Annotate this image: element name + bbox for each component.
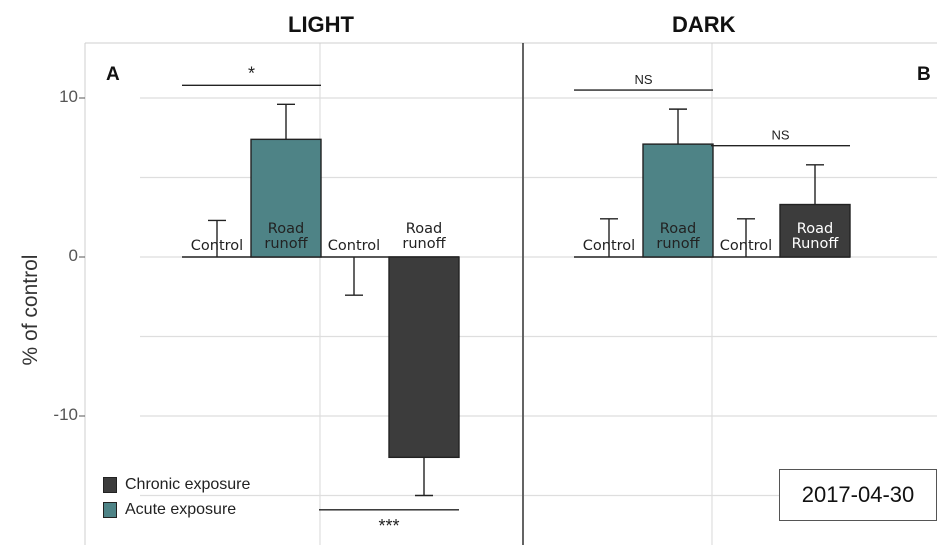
bar-category-label: Control [191, 238, 243, 254]
legend-swatch-chronic [103, 476, 117, 493]
bar-category-label: Road [268, 221, 304, 237]
panel-letter-b: B [917, 64, 931, 85]
legend-swatch-acute [103, 501, 117, 518]
bar [779, 203, 851, 258]
panel-title-dark: DARK [672, 12, 736, 37]
panel-letter-a: A [106, 64, 120, 85]
significance-label: NS [634, 72, 652, 87]
bar-category-label: Road [797, 221, 833, 237]
legend-label-chronic: Chronic exposure [125, 475, 251, 493]
bar-category-label: Control [328, 238, 380, 254]
bar-category-label: Control [583, 238, 635, 254]
legend-item-acute: Acute exposure [103, 497, 250, 522]
bar-category-label: runoff [656, 236, 700, 252]
date-stamp: 2017-04-30 [779, 469, 937, 521]
y-tick-label: 10 [59, 87, 78, 106]
bar-category-label: Control [720, 238, 772, 254]
bar [250, 138, 322, 258]
significance-label: NS [771, 128, 789, 143]
bar [642, 143, 714, 258]
bar-category-label: Road [406, 221, 442, 237]
legend-label-acute: Acute exposure [125, 500, 237, 518]
bar-category-label: Road [660, 221, 696, 237]
y-tick-label: -10 [53, 405, 78, 424]
significance-label: * [248, 63, 255, 83]
bar-category-label: runoff [264, 236, 308, 252]
legend: Chronic exposure Acute exposure [103, 472, 250, 522]
y-tick-label: 0 [68, 246, 78, 265]
bar [388, 256, 460, 459]
significance-label: *** [378, 516, 399, 536]
bar-category-label: runoff [402, 236, 446, 252]
legend-item-chronic: Chronic exposure [103, 472, 250, 497]
panel-title-light: LIGHT [288, 12, 354, 37]
bar-category-label: Runoff [792, 236, 840, 252]
